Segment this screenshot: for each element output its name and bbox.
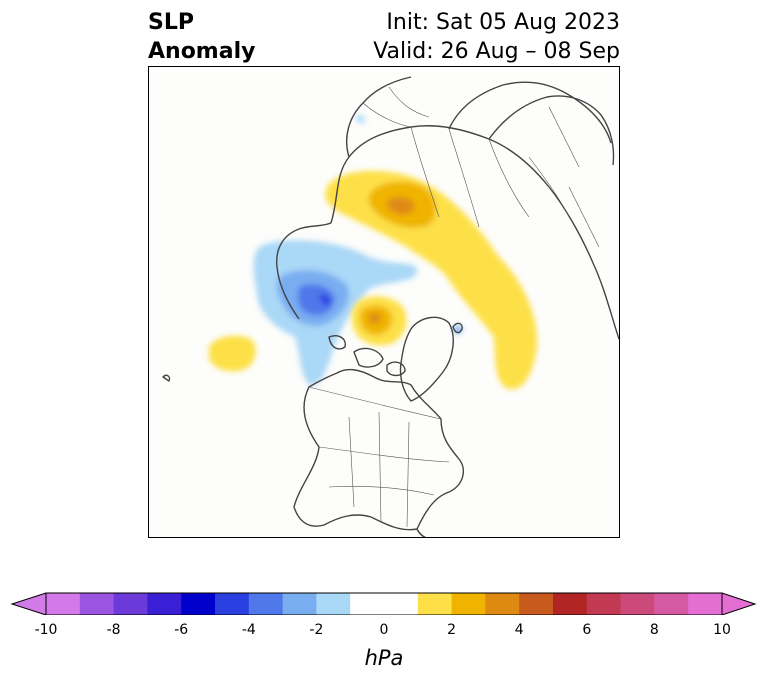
map-canvas (149, 67, 619, 537)
anomaly-map (148, 66, 620, 538)
colorbar-bin (181, 593, 216, 615)
colorbar-tick-label: -10 (34, 622, 58, 638)
positive-anomaly-region (209, 170, 538, 390)
colorbar-tick-label: 0 (379, 622, 389, 638)
colorbar-bin (147, 593, 182, 615)
colorbar-tick-label: 10 (713, 622, 731, 638)
colorbar-bin (485, 593, 520, 615)
init-date: Init: Sat 05 Aug 2023 (386, 10, 620, 35)
colorbar-tick-label: -4 (241, 622, 256, 638)
colorbar-extend-high (722, 593, 755, 615)
colorbar-bin (654, 593, 689, 615)
colorbar-bin (688, 593, 723, 615)
colorbar-tick-labels: -10 -8 -6 -4 -2 0 2 4 6 8 10 (0, 622, 768, 642)
colorbar-tick-label: 8 (649, 622, 659, 638)
colorbar-bin (113, 593, 148, 615)
colorbar-bin (553, 593, 588, 615)
colorbar-high-outline (721, 592, 757, 615)
forecast-info: Init: Sat 05 Aug 2023 Valid: 26 Aug – 08… (373, 8, 620, 66)
colorbar-bin (79, 593, 115, 615)
country-borders (308, 86, 600, 528)
colorbar-bin (248, 593, 284, 615)
colorbar-tick-label: 6 (582, 622, 592, 638)
map-title: SLP Anomaly (148, 8, 255, 66)
colorbar-bin (316, 593, 351, 615)
colorbar-extend-low (12, 593, 46, 615)
colorbar-bin (451, 593, 486, 615)
colorbar-tick-label: -8 (106, 622, 121, 638)
valid-range: Valid: 26 Aug – 08 Sep (373, 39, 620, 64)
title-variable: SLP (148, 10, 194, 35)
colorbar-bin (46, 593, 81, 615)
colorbar-tick-label: -2 (309, 622, 324, 638)
colorbar-frame (45, 592, 723, 615)
colorbar-bin (519, 593, 554, 615)
colorbar-low-outline (10, 592, 47, 615)
colorbar-bin (215, 593, 250, 615)
colorbar (10, 592, 757, 615)
colorbar-bin (282, 593, 317, 615)
colorbar-bin (417, 593, 453, 615)
colorbar-bin (586, 593, 622, 615)
colorbar-tick-label: 2 (447, 622, 457, 638)
colorbar-units: hPa (364, 646, 404, 670)
colorbar-tick-label: -6 (174, 622, 189, 638)
colorbar-bin (620, 593, 655, 615)
colorbar-tick-label: 4 (514, 622, 524, 638)
title-type: Anomaly (148, 39, 256, 64)
colorbar-bin (350, 593, 419, 615)
